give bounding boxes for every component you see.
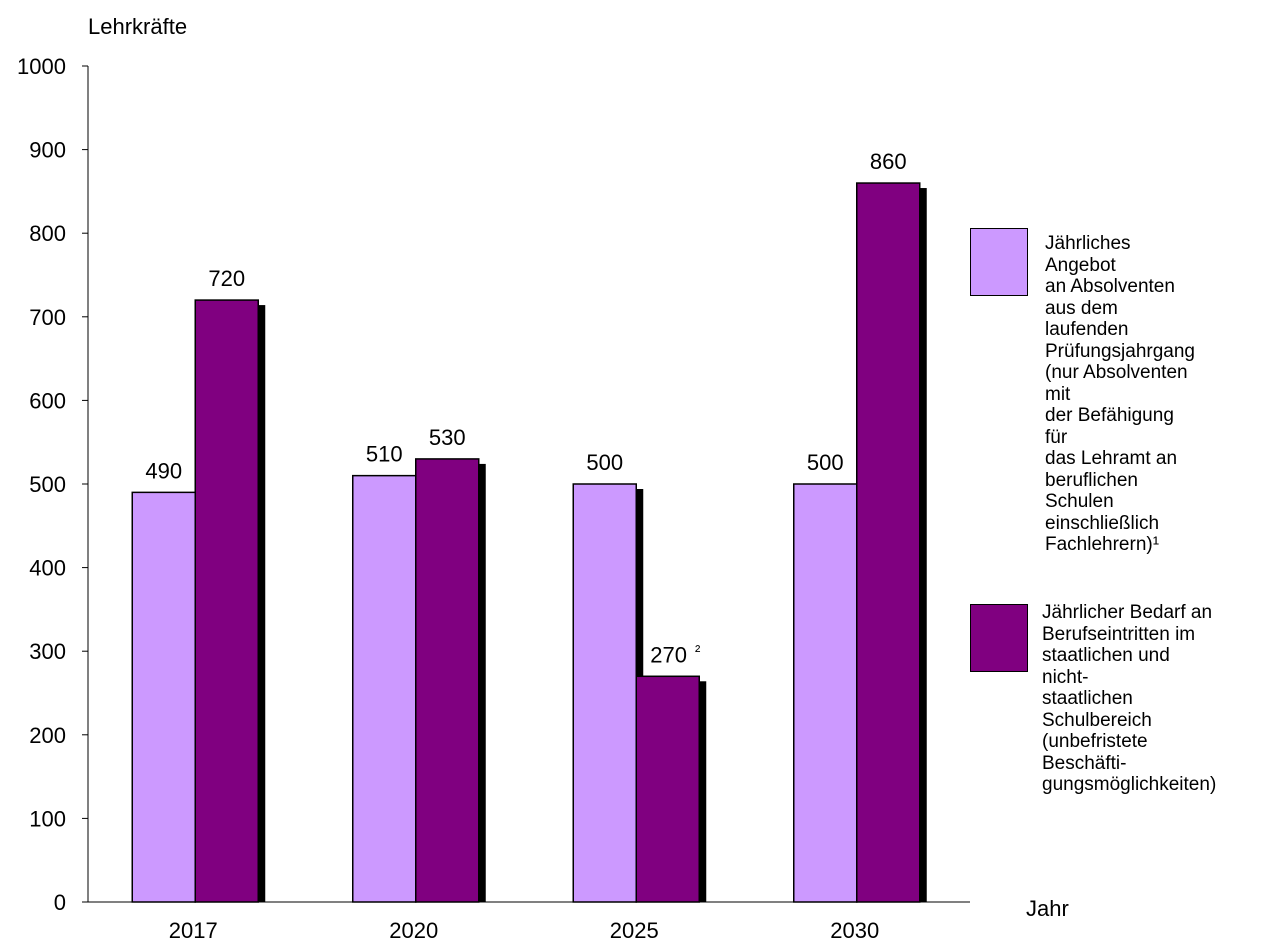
y-tick-label: 200 (29, 723, 66, 748)
data-label: 500 (586, 450, 623, 475)
y-tick-label: 100 (29, 806, 66, 831)
data-label: 530 (429, 425, 466, 450)
x-tick-label: 2020 (389, 918, 438, 943)
y-tick-label: 700 (29, 305, 66, 330)
x-tick-label: 2030 (830, 918, 879, 943)
data-label: 500 (807, 450, 844, 475)
data-label: 720 (208, 266, 245, 291)
legend-line: (nur Absolventen mit (1045, 362, 1188, 405)
legend-swatch-demand (970, 604, 1028, 672)
legend-line: (unbefristete Beschäfti- (1042, 731, 1148, 774)
y-tick-label: 900 (29, 138, 66, 163)
bar (572, 483, 637, 903)
legend-line: der Befähigung für (1045, 405, 1174, 448)
data-label: 490 (145, 458, 182, 483)
y-tick-label: 600 (29, 388, 66, 413)
legend-line: an Absolventen (1045, 276, 1175, 297)
legend-line: Jährliches Angebot (1045, 233, 1131, 276)
y-tick-label: 0 (54, 890, 66, 915)
y-tick-label: 500 (29, 472, 66, 497)
legend-line: einschließlich (1045, 512, 1160, 534)
legend-line: das Lehramt an (1045, 448, 1178, 469)
y-tick-label: 800 (29, 221, 66, 246)
legend-line: gungsmöglichkeiten) (1042, 774, 1217, 795)
y-tick-label: 300 (29, 639, 66, 664)
legend-line: beruflichen Schulen (1045, 469, 1138, 513)
bar (793, 483, 858, 903)
bars: 490 720 510 530 500 270 ² 500 860 (131, 149, 927, 903)
x-tick-label: 2025 (610, 918, 659, 943)
x-tick-label: 2017 (169, 918, 218, 943)
data-label: 270 ² (650, 642, 701, 667)
data-label: 860 (870, 149, 907, 174)
x-axis: 2017 2020 2025 2030 (88, 901, 970, 943)
y-axis-title: Lehrkräfte (88, 14, 187, 39)
legend-line: staatlichen Schulbereich (1042, 688, 1152, 731)
x-axis-title: Jahr (1026, 896, 1069, 921)
legend-line: Fachlehrern)¹ (1045, 534, 1160, 555)
bar (194, 299, 259, 903)
bar (415, 458, 480, 903)
legend-line: Berufseintritten im (1042, 623, 1196, 645)
y-axis: 0 100 200 300 400 500 600 700 800 900 1000 (17, 54, 89, 915)
legend-swatch-supply (970, 228, 1028, 296)
data-label: 510 (366, 442, 403, 467)
legend-line: Prüfungsjahrgang (1045, 340, 1195, 362)
legend-label-supply: Jährliches Angebot an Absolventen aus de… (1045, 233, 1195, 556)
y-tick-label: 400 (29, 556, 66, 581)
legend-line: staatlichen und nicht- (1042, 645, 1170, 688)
legend-line: Jährlicher Bedarf an (1042, 602, 1213, 623)
y-tick-label: 1000 (17, 54, 66, 79)
bar (131, 491, 196, 903)
bar (352, 474, 417, 903)
bar (635, 675, 700, 903)
legend-line: aus dem laufenden (1045, 297, 1129, 341)
bar (856, 182, 921, 903)
legend-label-demand: Jährlicher Bedarf an Berufseintritten im… (1042, 602, 1216, 796)
